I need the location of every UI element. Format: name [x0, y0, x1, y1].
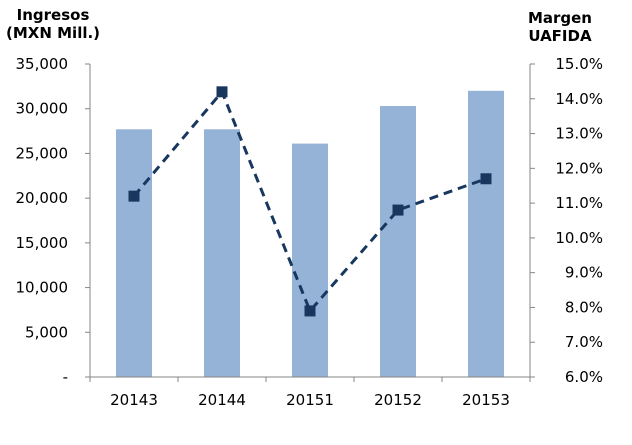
- margin-line: [132, 88, 487, 314]
- right-tick-label: 10.0%: [555, 229, 603, 247]
- right-axis-title: Margen UAFIDA: [528, 9, 592, 45]
- x-tick-label-20151: 20151: [286, 391, 334, 409]
- right-axis-title-line1: Margen: [527, 9, 592, 27]
- left-tick-label: 30,000: [16, 100, 69, 118]
- margin-point-20143: [128, 190, 140, 202]
- right-tick-label: 11.0%: [555, 194, 603, 212]
- bar-20153: [468, 90, 504, 377]
- bar-20144: [204, 129, 240, 377]
- left-tick-label: 25,000: [16, 144, 69, 162]
- margin-point-20152: [392, 204, 404, 216]
- left-tick-label: 35,000: [16, 55, 69, 73]
- right-tick-label: 13.0%: [555, 125, 603, 143]
- right-tick-label: 12.0%: [555, 159, 603, 177]
- x-tick-label-20153: 20153: [462, 391, 510, 409]
- right-tick-label: 8.0%: [565, 298, 603, 316]
- right-tick-label: 6.0%: [565, 368, 603, 386]
- x-tick-label-20143: 20143: [110, 391, 158, 409]
- right-tick-label: 15.0%: [555, 55, 603, 73]
- bar-20152: [380, 106, 416, 377]
- left-axis-title: Ingresos (MXN Mill.): [6, 6, 100, 42]
- x-tick-label-20144: 20144: [198, 391, 246, 409]
- x-tick-label-20152: 20152: [374, 391, 422, 409]
- margin-point-20151: [304, 305, 316, 317]
- right-tick-label: 7.0%: [565, 333, 603, 351]
- right-axis-title-line2: UAFIDA: [528, 27, 592, 45]
- left-tick-label: 15,000: [16, 234, 69, 252]
- left-axis-title-line2: (MXN Mill.): [6, 24, 101, 42]
- right-tick-label: 9.0%: [565, 264, 603, 282]
- margin-point-20153: [480, 173, 492, 185]
- bar-20143: [116, 129, 152, 377]
- left-tick-label: 10,000: [16, 279, 69, 297]
- left-tick-label: 20,000: [16, 189, 69, 207]
- left-tick-label: -: [63, 368, 68, 386]
- left-axis-title-line1: Ingresos: [16, 6, 90, 24]
- right-tick-label: 14.0%: [555, 90, 603, 108]
- margin-point-20144: [216, 86, 228, 98]
- bar-20151: [292, 143, 328, 377]
- left-tick-label: 5,000: [25, 323, 68, 341]
